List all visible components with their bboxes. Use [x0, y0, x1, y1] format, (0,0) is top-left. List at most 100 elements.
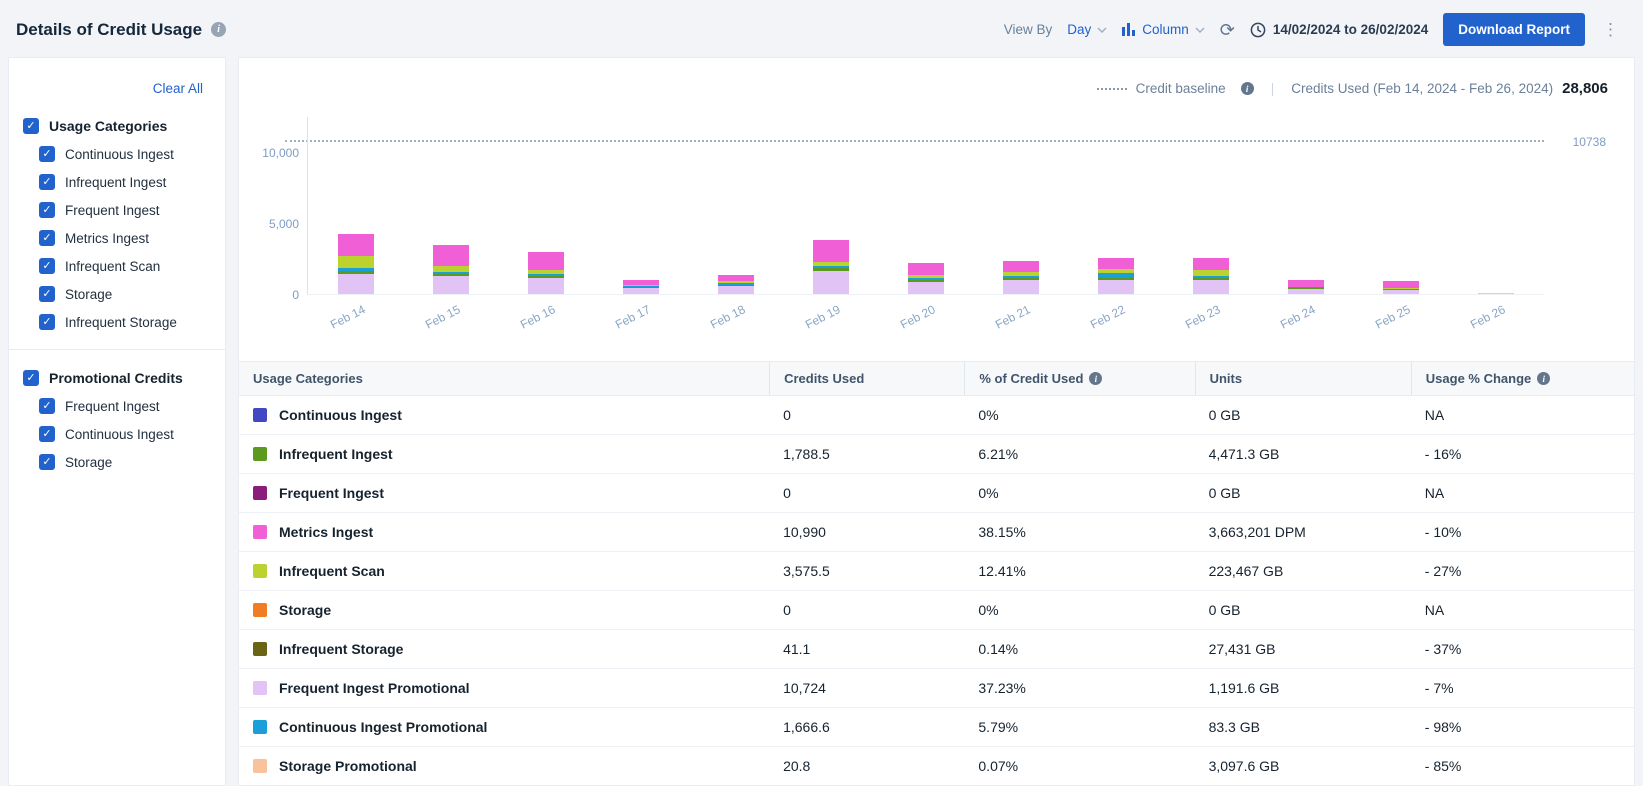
bar-segment-metrics-ingest: [1003, 261, 1039, 273]
checkbox-checked[interactable]: ✓: [39, 426, 55, 442]
checkbox-checked[interactable]: ✓: [39, 174, 55, 190]
date-range-text: 14/02/2024 to 26/02/2024: [1273, 22, 1428, 37]
refresh-icon[interactable]: ⟳: [1220, 21, 1235, 39]
chart-type-select[interactable]: Column: [1122, 22, 1205, 37]
category-color-swatch: [253, 642, 267, 656]
filter-item-label: Frequent Ingest: [65, 203, 160, 218]
checkbox-checked[interactable]: ✓: [39, 146, 55, 162]
stacked-bar[interactable]: [908, 263, 944, 294]
checkbox-checked[interactable]: ✓: [39, 258, 55, 274]
filter-item: ✓Frequent Ingest: [9, 392, 225, 420]
usage-change-cell: - 37%: [1411, 630, 1634, 668]
stacked-bar[interactable]: [528, 252, 564, 294]
chart-slot: Feb 16: [498, 117, 593, 294]
view-by-select[interactable]: Day: [1067, 22, 1107, 37]
download-report-button[interactable]: Download Report: [1443, 13, 1585, 46]
stacked-bar[interactable]: [1288, 280, 1324, 294]
category-color-swatch: [253, 408, 267, 422]
bar-segment-frequent-ingest-promotional: [718, 286, 754, 294]
filter-group-label: Usage Categories: [49, 118, 167, 134]
chart-slot: Feb 21: [974, 117, 1069, 294]
usage-change-cell: - 7%: [1411, 669, 1634, 707]
usage-change-cell: - 27%: [1411, 552, 1634, 590]
x-axis-label: Feb 14: [327, 302, 367, 331]
bar-segment-frequent-ingest-promotional: [1098, 280, 1134, 294]
page-title: Details of Credit Usage: [16, 20, 202, 40]
chart-slot: Feb 14: [308, 117, 403, 294]
legend-divider: |: [1271, 81, 1275, 96]
kebab-menu-icon[interactable]: ⋮: [1600, 20, 1621, 40]
stacked-bar[interactable]: [1478, 293, 1514, 294]
filter-item: ✓ Metrics Ingest: [9, 224, 225, 252]
filter-groups: ✓ Usage Categories ✓ Continuous Ingest ✓ Infr…: [9, 112, 225, 476]
filter-item-label: Infrequent Ingest: [65, 175, 166, 190]
chart-slot: Feb 25: [1354, 117, 1449, 294]
x-axis-label: Feb 15: [423, 302, 463, 331]
credits-used-cell: 1,666.6: [769, 708, 964, 746]
credits-used-cell: 10,724: [769, 669, 964, 707]
filter-item-label: Continuous Ingest: [65, 147, 174, 162]
units-cell: 83.3 GB: [1195, 708, 1411, 746]
filter-group-divider: [9, 349, 225, 350]
chart-slot: Feb 26: [1449, 117, 1544, 294]
usage-change-cell: NA: [1411, 474, 1634, 512]
pct-credit-used-cell: 6.21%: [964, 435, 1194, 473]
bar-segment-frequent-ingest-promotional: [528, 278, 564, 294]
bar-segment-frequent-ingest-promotional: [623, 288, 659, 294]
checkbox-checked[interactable]: ✓: [39, 314, 55, 330]
stacked-bar[interactable]: [433, 245, 469, 294]
date-range-picker[interactable]: 14/02/2024 to 26/02/2024: [1250, 22, 1428, 38]
checkbox-checked[interactable]: ✓: [39, 398, 55, 414]
info-icon[interactable]: i: [1241, 82, 1254, 95]
y-axis-label: 5,000: [243, 217, 299, 231]
units-cell: 27,431 GB: [1195, 630, 1411, 668]
chart-slot: Feb 17: [593, 117, 688, 294]
checkbox-checked[interactable]: ✓: [39, 286, 55, 302]
chevron-down-icon: [1195, 27, 1205, 33]
usage-change-cell: - 16%: [1411, 435, 1634, 473]
filter-item-label: Metrics Ingest: [65, 231, 149, 246]
credits-used-cell: 20.8: [769, 747, 964, 785]
usage-change-cell: - 98%: [1411, 708, 1634, 746]
pct-credit-used-cell: 38.15%: [964, 513, 1194, 551]
checkbox-checked[interactable]: ✓: [23, 370, 39, 386]
chart-slot: Feb 19: [783, 117, 878, 294]
checkbox-checked[interactable]: ✓: [39, 454, 55, 470]
stacked-bar[interactable]: [1193, 258, 1229, 294]
info-icon[interactable]: i: [1537, 372, 1550, 385]
stacked-bar[interactable]: [813, 240, 849, 294]
credits-used-cell: 0: [769, 396, 964, 434]
checkbox-checked[interactable]: ✓: [23, 118, 39, 134]
filter-group-header: ✓ Usage Categories: [9, 112, 225, 140]
credits-used-cell: 0: [769, 474, 964, 512]
info-icon[interactable]: i: [1089, 372, 1102, 385]
x-axis-label: Feb 25: [1373, 302, 1413, 331]
x-axis-label: Feb 21: [993, 302, 1033, 331]
clear-all-link[interactable]: Clear All: [153, 81, 203, 96]
usage-change-cell: NA: [1411, 591, 1634, 629]
main-panel: Credit baseline i | Credits Used (Feb 14…: [238, 57, 1635, 786]
stacked-bar[interactable]: [1003, 261, 1039, 294]
checkbox-checked[interactable]: ✓: [39, 230, 55, 246]
view-by-label: View By: [1004, 22, 1053, 37]
pct-credit-used-cell: 37.23%: [964, 669, 1194, 707]
stacked-bar[interactable]: [1383, 281, 1419, 294]
chart-slot: Feb 23: [1164, 117, 1259, 294]
checkbox-checked[interactable]: ✓: [39, 202, 55, 218]
usage-change-cell: NA: [1411, 396, 1634, 434]
stacked-bar[interactable]: [338, 234, 374, 294]
stacked-bar[interactable]: [1098, 258, 1134, 294]
stacked-bar[interactable]: [623, 280, 659, 294]
bar-segment-metrics-ingest: [1193, 258, 1229, 270]
bar-segment-infrequent-scan: [338, 256, 374, 267]
units-cell: 223,467 GB: [1195, 552, 1411, 590]
info-icon[interactable]: i: [211, 22, 226, 37]
stacked-bar[interactable]: [718, 275, 754, 294]
